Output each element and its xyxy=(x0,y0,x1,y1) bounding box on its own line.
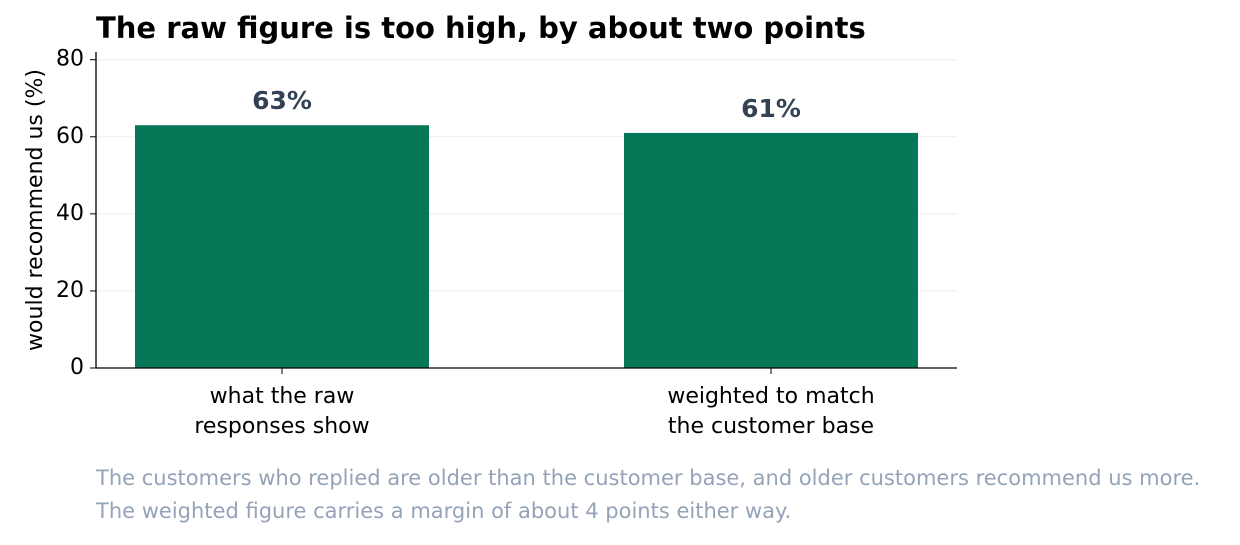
x-tick-label: what the raw responses show xyxy=(194,384,369,439)
note: The customers who replied are older than… xyxy=(96,466,1201,523)
y-tick-label: 0 xyxy=(70,355,84,380)
value-label: 61% xyxy=(741,94,801,123)
chart-title: The raw figure is too high, by about two… xyxy=(96,11,866,45)
y-tick-label: 80 xyxy=(56,47,84,72)
x-tick-label: weighted to match the customer base xyxy=(667,384,874,439)
value-label: 63% xyxy=(252,86,312,115)
chart: The raw figure is too high, by about two… xyxy=(23,11,957,439)
y-tick-label: 60 xyxy=(56,124,84,149)
bar xyxy=(624,132,918,368)
bar xyxy=(135,125,429,368)
y-tick-label: 20 xyxy=(56,278,84,303)
y-tick-label: 40 xyxy=(56,201,84,226)
y-axis-label: would recommend us (%) xyxy=(23,69,48,351)
